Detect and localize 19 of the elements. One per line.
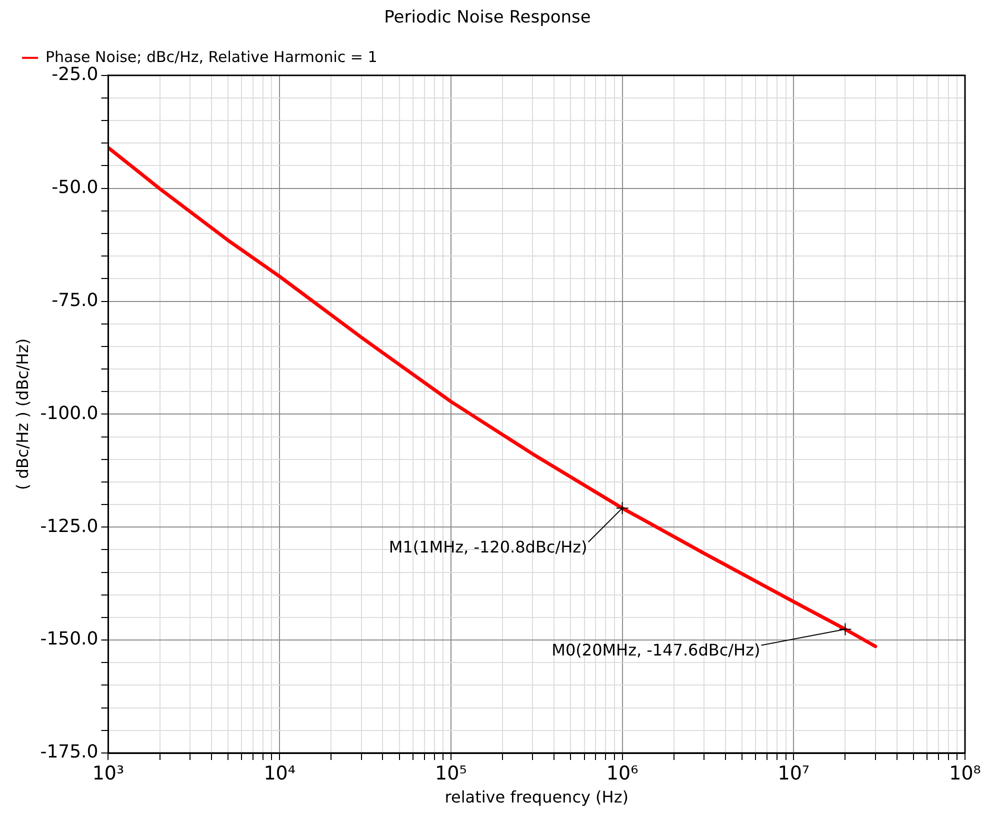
- annotation: M1(1MHz, -120.8dBc/Hz): [388, 537, 588, 556]
- legend-label: Phase Noise; dBc/Hz, Relative Harmonic = 1: [46, 48, 378, 66]
- chart-title: Periodic Noise Response: [384, 8, 591, 28]
- x-tick-label: 10⁷: [778, 762, 810, 784]
- y-axis-title: ( dBc/Hz ) (dBc/Hz): [12, 338, 32, 490]
- x-tick-label: 10⁴: [264, 762, 296, 784]
- x-tick-label: 10³: [92, 762, 124, 784]
- annotation: M0(20MHz, -147.6dBc/Hz): [552, 640, 760, 660]
- y-tick-label: -100.0: [40, 402, 98, 424]
- y-tick-label: -125.0: [40, 516, 98, 537]
- y-tick-label: -175.0: [40, 742, 98, 763]
- x-tick-label: 10⁵: [435, 762, 467, 784]
- y-tick-label: -150.0: [40, 628, 98, 650]
- y-tick-label: -25.0: [52, 64, 98, 86]
- x-tick-label: 10⁸: [949, 762, 981, 784]
- x-axis-title: relative frequency (Hz): [444, 788, 628, 807]
- y-tick-label: -75.0: [52, 290, 98, 311]
- y-tick-label: -50.0: [52, 177, 98, 198]
- x-tick-label: 10⁶: [606, 762, 638, 784]
